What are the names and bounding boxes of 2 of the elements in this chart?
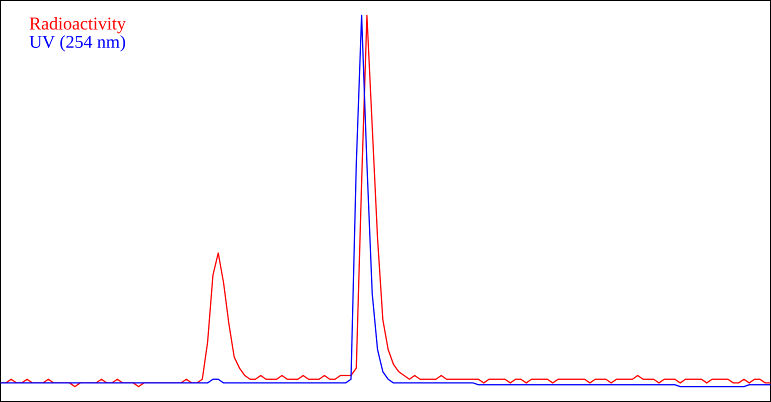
text: UV (254 nm) [30,35,126,52]
text: Radioactivity [30,16,126,34]
